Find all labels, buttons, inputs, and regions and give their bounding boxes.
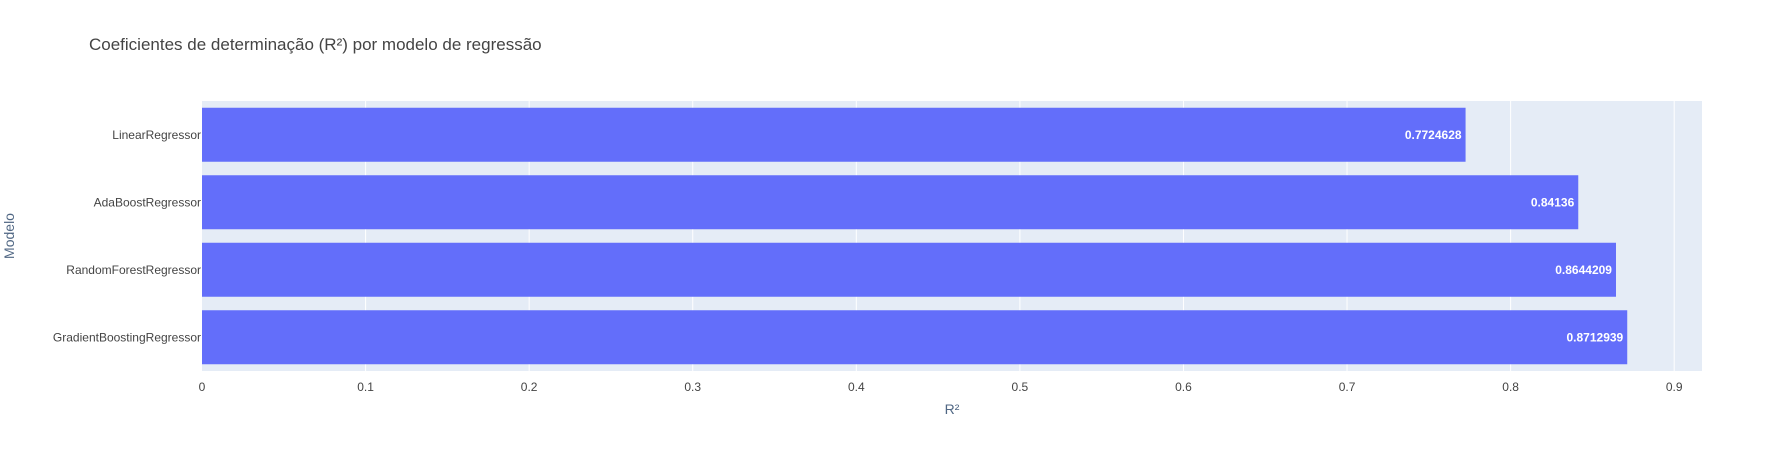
x-tick-labels: 0 0.1 0.2 0.3 0.4 0.5 0.6 0.7 0.8 0.9	[199, 380, 1683, 394]
bar-value-label: 0.8712939	[1567, 330, 1624, 344]
bar	[202, 310, 1628, 365]
chart-title: Coeficientes de determinação (R²) por mo…	[89, 35, 542, 54]
x-tick-label: 0.3	[684, 380, 701, 394]
y-tick-label: LinearRegressor	[112, 128, 201, 142]
x-tick-label: 0.6	[1175, 380, 1192, 394]
bar-value-label: 0.8644209	[1555, 263, 1612, 277]
x-tick-label: 0.9	[1666, 380, 1683, 394]
bar-value-labels: 0.7724628 0.84136 0.8644209 0.8712939	[1405, 128, 1624, 345]
bar	[202, 175, 1579, 230]
bar	[202, 242, 1616, 297]
x-tick-label: 0.4	[848, 380, 865, 394]
x-tick-label: 0	[199, 380, 206, 394]
y-tick-label: RandomForestRegressor	[66, 263, 201, 277]
x-tick-label: 0.8	[1502, 380, 1519, 394]
bars	[202, 107, 1628, 365]
x-tick-label: 0.1	[357, 380, 374, 394]
bar-value-label: 0.7724628	[1405, 128, 1462, 142]
bar-value-label: 0.84136	[1531, 195, 1575, 209]
bar	[202, 107, 1466, 162]
x-tick-label: 0.7	[1339, 380, 1356, 394]
x-axis-label: R²	[945, 401, 960, 417]
x-tick-label: 0.5	[1012, 380, 1029, 394]
x-tick-label: 0.2	[521, 380, 538, 394]
y-tick-labels: LinearRegressor AdaBoostRegressor RandomFo…	[53, 128, 201, 345]
y-tick-label: AdaBoostRegressor	[94, 195, 201, 209]
y-tick-label: GradientBoostingRegressor	[53, 330, 201, 344]
y-axis-label: Modelo	[1, 213, 17, 259]
